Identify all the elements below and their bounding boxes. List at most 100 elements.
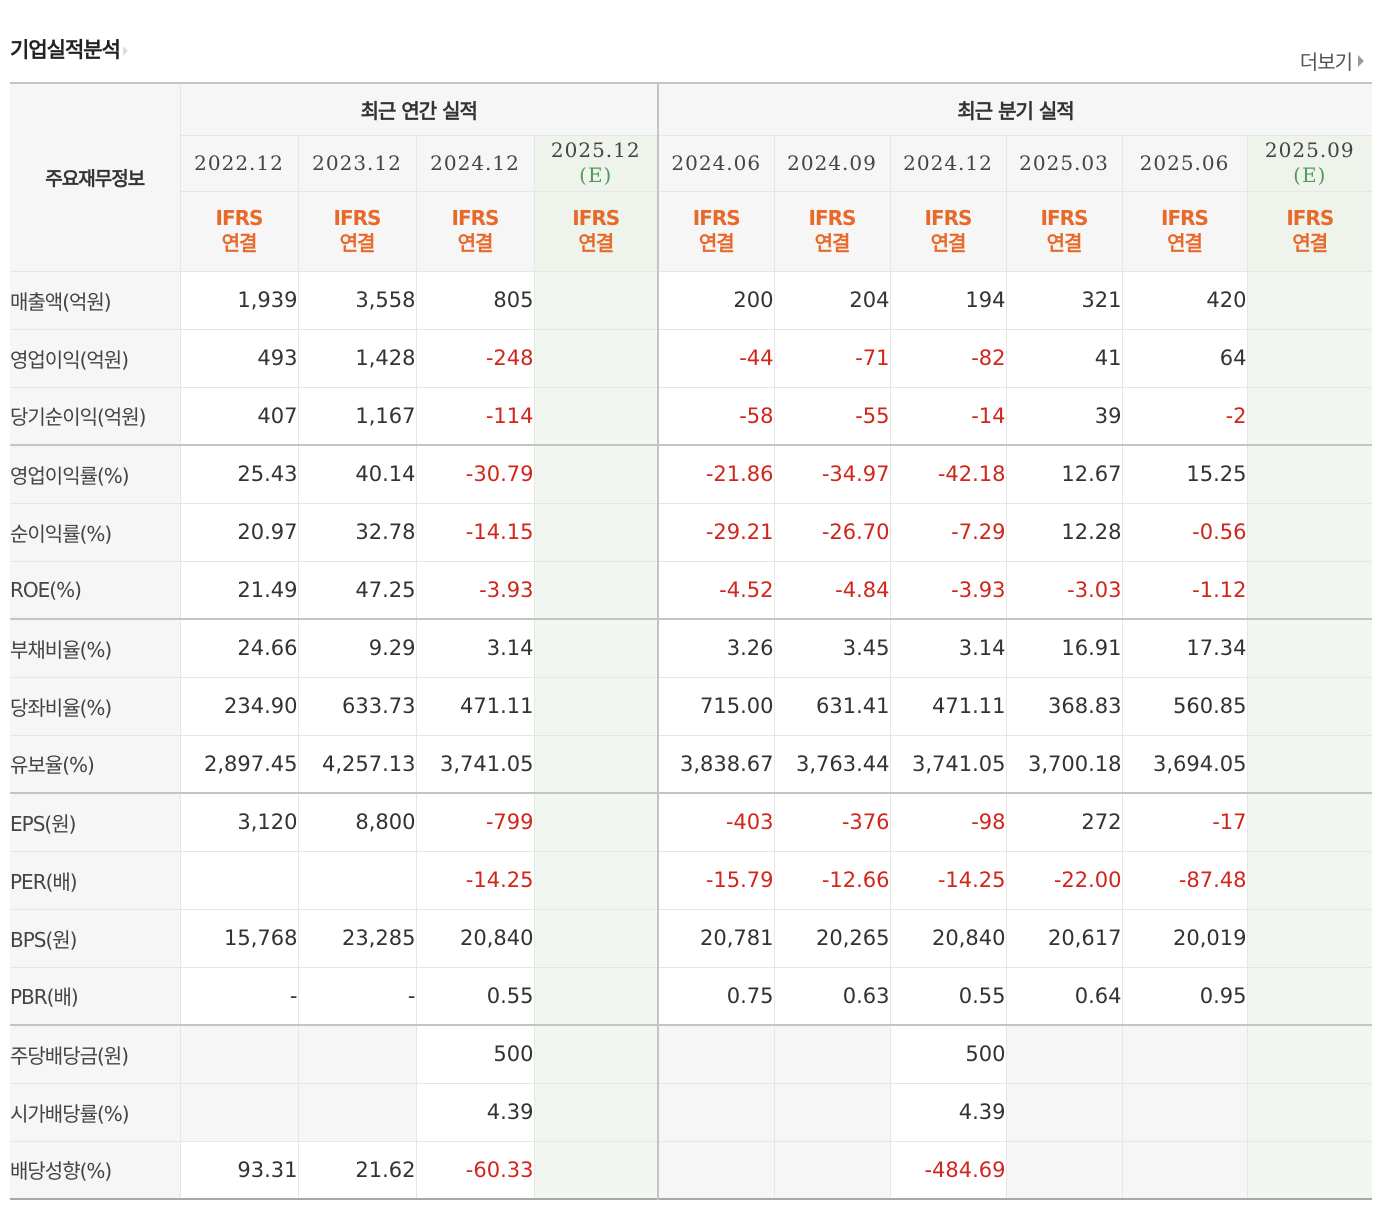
period-header: 2023.12 xyxy=(297,134,417,192)
basis-header: IFRS 연결 xyxy=(533,190,659,272)
period-header: 2025.12 (E) xyxy=(533,134,659,192)
value-cell xyxy=(533,966,659,1026)
value-cell: -3.03 xyxy=(1005,560,1123,620)
value-cell xyxy=(297,1082,417,1142)
value-cell xyxy=(297,850,417,910)
value-cell: -14.25 xyxy=(889,850,1007,910)
value-cell xyxy=(773,1024,891,1084)
period-label: 2024.09 xyxy=(787,150,877,175)
row-label: EPS(원) xyxy=(10,792,181,852)
value-cell: -2 xyxy=(1121,386,1248,446)
value-cell: 3.45 xyxy=(773,618,891,678)
value-cell xyxy=(1246,1024,1373,1084)
basis-header: IFRS 연결 xyxy=(1005,190,1123,272)
value-cell: 3.26 xyxy=(657,618,775,678)
value-cell xyxy=(773,1082,891,1142)
value-cell: -29.21 xyxy=(657,502,775,562)
table-header: 주요재무정보 최근 연간 실적 최근 분기 실적 2022.12 2023.12 2… xyxy=(10,82,1373,272)
value-cell: -4.84 xyxy=(773,560,891,620)
period-row: 2022.12 2023.12 2024.12 2025.12 (E) 2024.06 20… xyxy=(10,134,1373,192)
basis-standard: IFRS xyxy=(924,206,973,230)
value-cell: 500 xyxy=(889,1024,1007,1084)
value-cell: -248 xyxy=(415,328,535,388)
chevron-right-icon xyxy=(1358,54,1364,67)
value-cell: -82 xyxy=(889,328,1007,388)
table-row: 영업이익(억원) 493 1,428 -248 -44 -71 -82 41 64 xyxy=(10,328,1373,388)
value-cell: 234.90 xyxy=(179,676,299,736)
value-cell xyxy=(533,386,659,446)
value-cell: 15,768 xyxy=(179,908,299,968)
value-cell: 194 xyxy=(889,270,1007,330)
table-row: PBR(배) - -0.55 0.75 0.63 0.55 0.64 0.95 xyxy=(10,966,1373,1026)
quarter-group-header: 최근 분기 실적 xyxy=(657,82,1373,136)
value-cell: -60.33 xyxy=(415,1140,535,1200)
value-cell: 20,781 xyxy=(657,908,775,968)
basis-standard: IFRS xyxy=(1040,206,1089,230)
value-cell xyxy=(533,328,659,388)
table-row: 당기순이익(억원) 407 1,167 -114 -58 -55 -14 39 -2 xyxy=(10,386,1373,446)
row-label: 매출액(억원) xyxy=(10,270,181,330)
value-cell xyxy=(533,444,659,504)
period-label: 2025.09 xyxy=(1264,138,1355,162)
row-label: 영업이익률(%) xyxy=(10,444,181,504)
period-label: 2022.12 xyxy=(194,150,284,175)
value-cell xyxy=(773,1140,891,1200)
estimate-mark: (E) xyxy=(1293,163,1327,187)
value-cell xyxy=(533,1082,659,1142)
table-row: 매출액(억원) 1,939 3,558 805 200 204 194 321 420 xyxy=(10,270,1373,330)
value-cell xyxy=(657,1140,775,1200)
value-cell: -14 xyxy=(889,386,1007,446)
value-cell xyxy=(1246,618,1373,678)
value-cell xyxy=(1246,270,1373,330)
value-cell: 40.14 xyxy=(297,444,417,504)
row-label: 순이익률(%) xyxy=(10,502,181,562)
value-cell xyxy=(533,560,659,620)
more-label: 더보기 xyxy=(1299,50,1353,74)
value-cell xyxy=(1005,1140,1123,1200)
table-row: 시가배당률(%) 4.39 4.39 xyxy=(10,1082,1373,1142)
value-cell: -98 xyxy=(889,792,1007,852)
period-header: 2025.06 xyxy=(1121,134,1248,192)
value-cell xyxy=(1246,734,1373,794)
value-cell xyxy=(533,734,659,794)
value-cell xyxy=(1246,502,1373,562)
table-row: 당좌비율(%) 234.90 633.73 471.11 715.00 631.41 471… xyxy=(10,676,1373,736)
value-cell: 3,838.67 xyxy=(657,734,775,794)
basis-header: IFRS 연결 xyxy=(1121,190,1248,272)
value-cell: 3,558 xyxy=(297,270,417,330)
period-header: 2024.06 xyxy=(657,134,775,192)
table-row: ROE(%) 21.49 47.25 -3.93 -4.52 -4.84 -3.93 -3.0… xyxy=(10,560,1373,620)
value-cell xyxy=(1246,328,1373,388)
value-cell: -403 xyxy=(657,792,775,852)
section-title: 기업실적분석 xyxy=(10,34,128,64)
more-link[interactable]: 더보기 xyxy=(1300,46,1364,75)
value-cell: 32.78 xyxy=(297,502,417,562)
value-cell: 3,741.05 xyxy=(415,734,535,794)
value-cell: -14.15 xyxy=(415,502,535,562)
basis-scope: 연결 xyxy=(1167,231,1203,255)
basis-scope: 연결 xyxy=(578,231,614,255)
value-cell: 20,840 xyxy=(889,908,1007,968)
value-cell: 20,265 xyxy=(773,908,891,968)
value-cell: -114 xyxy=(415,386,535,446)
value-cell: -12.66 xyxy=(773,850,891,910)
value-cell: 631.41 xyxy=(773,676,891,736)
period-header: 2024.12 xyxy=(415,134,535,192)
value-cell: -3.93 xyxy=(415,560,535,620)
value-cell: 500 xyxy=(415,1024,535,1084)
basis-scope: 연결 xyxy=(457,231,494,255)
value-cell xyxy=(1246,966,1373,1026)
value-cell: 4.39 xyxy=(889,1082,1007,1142)
value-cell: 17.34 xyxy=(1121,618,1248,678)
period-label: 2025.03 xyxy=(1019,150,1109,175)
value-cell xyxy=(533,502,659,562)
value-cell xyxy=(657,1082,775,1142)
row-label: 시가배당률(%) xyxy=(10,1082,181,1142)
value-cell: -30.79 xyxy=(415,444,535,504)
period-label: 2025.06 xyxy=(1139,150,1230,175)
basis-scope: 연결 xyxy=(698,231,735,255)
value-cell: 633.73 xyxy=(297,676,417,736)
row-label: PBR(배) xyxy=(10,966,181,1026)
value-cell: -376 xyxy=(773,792,891,852)
value-cell: 3,694.05 xyxy=(1121,734,1248,794)
